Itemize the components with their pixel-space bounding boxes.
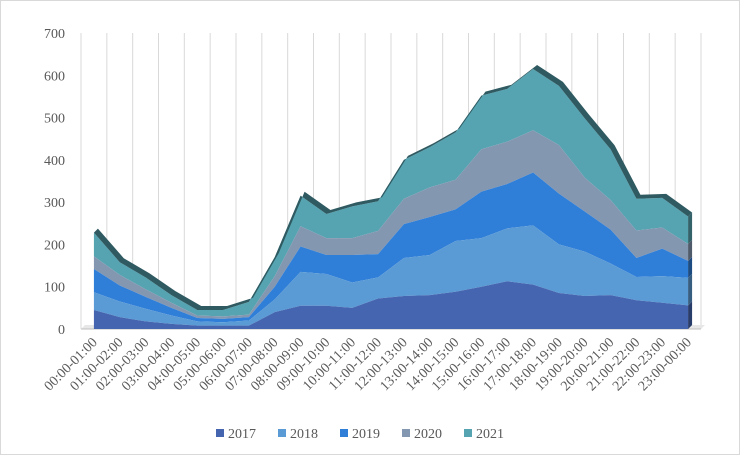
y-tick-label: 100 [44, 281, 65, 296]
legend-swatch-2021 [464, 429, 472, 437]
area-side-face-2018 [688, 273, 693, 306]
area-side-face-2017 [688, 301, 693, 329]
area-series-2021 [93, 68, 689, 317]
y-tick-label: 500 [44, 112, 65, 127]
legend-label-2020: 2020 [414, 427, 442, 442]
area-series-2019 [93, 172, 689, 323]
area-series-2020 [93, 130, 689, 319]
legend-label-2018: 2018 [290, 427, 318, 442]
legend-label-2021: 2021 [476, 427, 504, 442]
y-tick-label: 300 [44, 196, 65, 211]
area-series-2017 [93, 281, 689, 329]
area-series-2018 [93, 225, 689, 326]
legend: 2017 2018 2019 2020 2021 [216, 427, 504, 442]
legend-swatch-2018 [278, 429, 286, 437]
legend-swatch-2017 [216, 429, 224, 437]
y-tick-label: 400 [44, 154, 65, 169]
y-tick-label: 600 [44, 69, 65, 84]
area-side-face-2019 [688, 256, 693, 278]
area-side-face-2021 [688, 212, 693, 245]
area-side-face-2020 [688, 240, 693, 261]
legend-swatch-2020 [402, 429, 410, 437]
y-tick-label: 700 [44, 27, 65, 42]
y-tick-label: 200 [44, 238, 65, 253]
legend-swatch-2019 [340, 429, 348, 437]
legend-label-2019: 2019 [352, 427, 380, 442]
legend-label-2017: 2017 [228, 427, 256, 442]
y-tick-label: 0 [58, 323, 65, 338]
area-layer [93, 64, 693, 329]
